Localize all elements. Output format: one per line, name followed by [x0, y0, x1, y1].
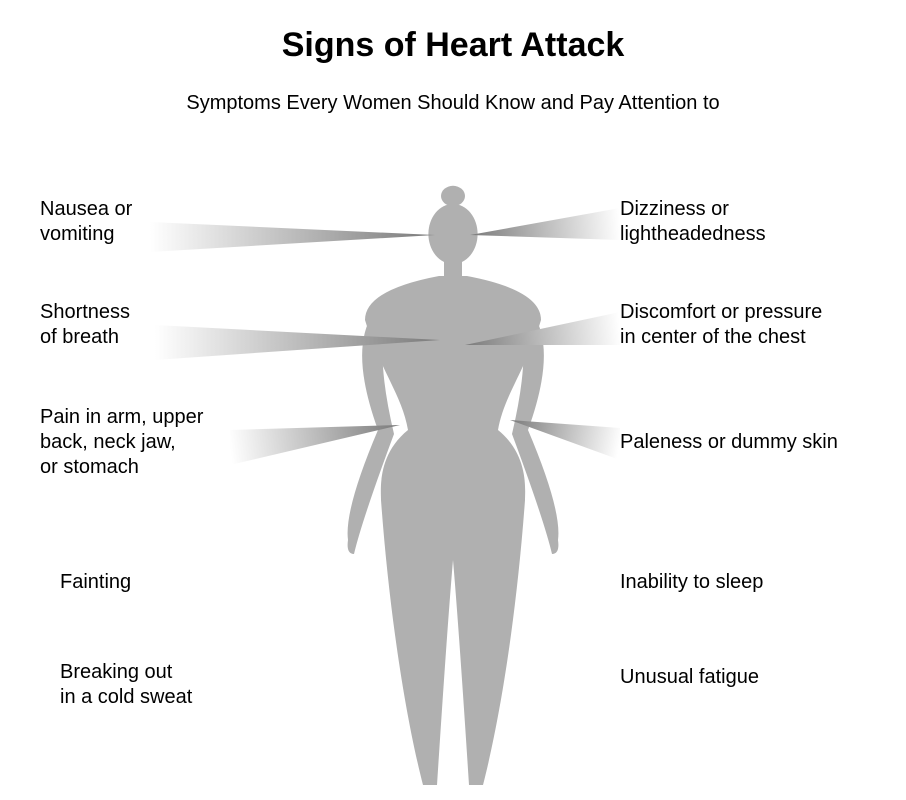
- symptom-dizzy: Dizziness or lightheadedness: [620, 197, 766, 247]
- symptom-sweat: Breaking out in a cold sweat: [60, 660, 192, 710]
- symptom-breath: Shortness of breath: [40, 300, 130, 350]
- symptom-fatigue: Unusual fatigue: [620, 665, 759, 690]
- symptom-nausea: Nausea or vomiting: [40, 197, 132, 247]
- pointer-nausea: [150, 222, 435, 252]
- symptom-chest: Discomfort or pressure in center of the …: [620, 300, 822, 350]
- figure-head: [428, 204, 477, 264]
- pointer-dizzy: [470, 208, 620, 240]
- symptom-sleep: Inability to sleep: [620, 570, 763, 595]
- figure-bun: [441, 186, 465, 206]
- symptom-pain: Pain in arm, upper back, neck jaw, or st…: [40, 405, 203, 480]
- symptom-fainting: Fainting: [60, 570, 131, 595]
- symptom-pale: Paleness or dummy skin: [620, 430, 838, 455]
- figure-body: [365, 276, 541, 785]
